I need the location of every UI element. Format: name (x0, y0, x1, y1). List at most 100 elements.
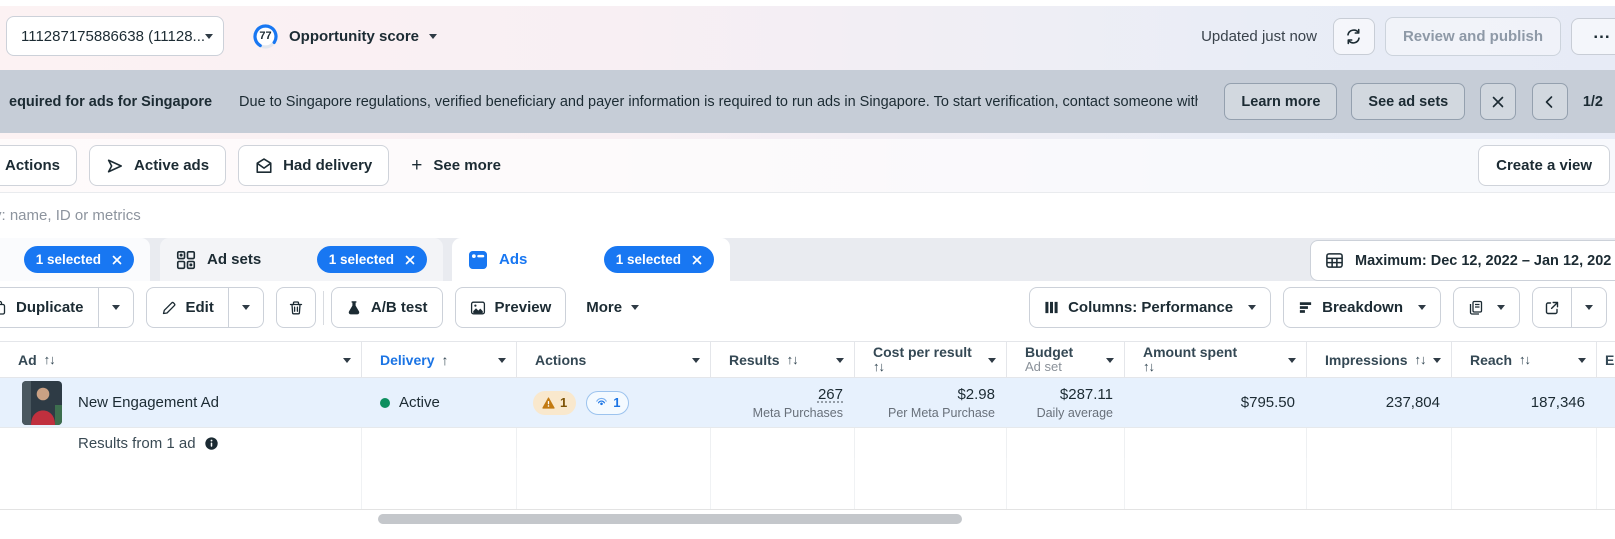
warning-triangle-icon (542, 396, 555, 409)
actions-cell: 1 1 (517, 378, 711, 427)
campaigns-selected-badge[interactable]: 1 selected (23, 246, 134, 273)
cost-per-result-cell: $2.98 Per Meta Purchase (855, 378, 1007, 427)
column-header-budget[interactable]: Budget Ad set (1007, 342, 1125, 377)
caret-down-icon[interactable] (1288, 357, 1296, 363)
sort-icon[interactable]: ↑↓ (786, 352, 799, 367)
plus-icon: + (411, 155, 423, 176)
tab-ad-sets[interactable]: Ad sets 1 selected (160, 238, 443, 281)
recommendation-badge[interactable]: 1 (586, 390, 630, 415)
signal-icon (596, 397, 608, 406)
caret-down-icon[interactable] (988, 357, 996, 363)
duplicate-button[interactable]: Duplicate (0, 287, 98, 328)
scrollbar-thumb[interactable] (378, 514, 962, 524)
cost-per-result-type: Per Meta Purchase (888, 405, 995, 420)
column-label: Actions (535, 351, 587, 368)
recommendation-count: 1 (613, 395, 621, 410)
caret-down-icon[interactable] (692, 357, 700, 363)
ad-sets-selected-badge[interactable]: 1 selected (316, 246, 427, 273)
see-more-label: See more (433, 157, 501, 174)
refresh-button[interactable] (1332, 17, 1375, 55)
tab-ads[interactable]: Ads 1 selected (452, 238, 730, 281)
column-header-actions[interactable]: Actions (517, 342, 711, 377)
caret-down-icon[interactable] (1578, 357, 1586, 363)
report-pages-icon (1469, 300, 1483, 315)
column-header-impressions[interactable]: Impressions ↑↓ (1307, 342, 1452, 377)
see-ad-sets-button[interactable]: See ad sets (1351, 83, 1466, 120)
results-summary-label: Results from 1 ad (78, 434, 196, 452)
see-more-filters-button[interactable]: + See more (411, 156, 501, 175)
duplicate-dropdown[interactable] (97, 287, 134, 328)
opportunity-score-control[interactable]: 77 Opportunity score (252, 23, 438, 50)
table-summary-row: Results from 1 ad (0, 428, 1615, 458)
impressions-cell: 237,804 (1307, 378, 1452, 427)
sort-icon[interactable]: ↑↓ (873, 359, 885, 375)
filter-chip-actions[interactable]: Actions (0, 145, 78, 186)
tab-campaigns[interactable]: 1 selected (0, 238, 150, 281)
sort-icon[interactable]: ↑↓ (1519, 352, 1531, 367)
warning-badge[interactable]: 1 (533, 390, 577, 415)
edit-dropdown[interactable] (227, 287, 264, 328)
horizontal-scrollbar[interactable] (0, 509, 1615, 539)
create-a-view-button[interactable]: Create a view (1478, 145, 1610, 186)
caret-down-icon[interactable] (498, 357, 506, 363)
delete-button[interactable] (275, 287, 316, 328)
chevron-left-icon (1546, 95, 1553, 108)
info-icon[interactable] (204, 436, 219, 451)
filter-chip-had-delivery[interactable]: Had delivery (238, 145, 390, 186)
ad-cell[interactable]: New Engagement Ad (0, 378, 362, 427)
ad-account-selector[interactable]: 111287175886638 (11128... (6, 16, 224, 56)
edit-button[interactable]: Edit (145, 287, 228, 328)
warning-count: 1 (560, 395, 568, 410)
reports-button[interactable] (1453, 287, 1520, 328)
ab-test-button[interactable]: A/B test (330, 287, 443, 328)
sort-icon[interactable]: ↑↓ (1143, 359, 1155, 375)
preview-button[interactable]: Preview (454, 287, 567, 328)
topbar-more-button[interactable]: ... (1571, 17, 1615, 55)
create-a-view-label: Create a view (1496, 157, 1592, 174)
column-header-ad[interactable]: Ad ↑↓ (0, 342, 362, 377)
column-header-engagement[interactable]: E (1597, 342, 1615, 377)
filter-chip-active-ads-label: Active ads (134, 157, 210, 174)
caret-down-icon[interactable] (343, 357, 351, 363)
sort-asc-icon[interactable]: ↑ (441, 351, 448, 368)
column-label: Cost per result (873, 343, 972, 360)
column-label: Budget (1025, 343, 1074, 360)
column-header-reach[interactable]: Reach ↑↓ (1452, 342, 1597, 377)
breakdown-button[interactable]: Breakdown (1283, 287, 1441, 328)
results-value[interactable]: 267 (817, 385, 843, 403)
caret-down-icon[interactable] (836, 357, 844, 363)
date-range-selector[interactable]: Maximum: Dec 12, 2022 – Jan 12, 202 (1310, 240, 1615, 281)
column-header-amount-spent[interactable]: Amount spent ↑↓ (1125, 342, 1307, 377)
results-summary-cell: Results from 1 ad (0, 428, 362, 458)
calendar-icon (1326, 253, 1343, 268)
export-button[interactable] (1532, 287, 1571, 328)
more-menu-button[interactable]: More (586, 299, 640, 316)
sort-icon[interactable]: ↑↓ (1414, 352, 1426, 367)
banner-pagination: 1/2 (1582, 93, 1604, 110)
filter-chip-active-ads[interactable]: Active ads (89, 145, 227, 186)
ads-selected-badge[interactable]: 1 selected (603, 246, 714, 273)
ad-name[interactable]: New Engagement Ad (78, 394, 219, 411)
banner-prev-button[interactable] (1532, 83, 1568, 120)
close-icon (1492, 96, 1504, 107)
review-and-publish-button[interactable]: Review and publish (1384, 16, 1561, 56)
column-header-results[interactable]: Results ↑↓ (711, 342, 855, 377)
learn-more-button[interactable]: Learn more (1224, 83, 1338, 120)
budget-cell: $287.11 Daily average (1007, 378, 1125, 427)
table-row[interactable]: New Engagement Ad Active 1 (0, 378, 1615, 428)
search-input[interactable] (0, 207, 514, 224)
column-header-delivery[interactable]: Delivery ↑ (362, 342, 517, 377)
column-label: Impressions (1325, 351, 1408, 368)
toolbar-divider (322, 290, 324, 325)
column-header-cost-per-result[interactable]: Cost per result ↑↓ (855, 342, 1007, 377)
caret-down-icon (241, 305, 250, 310)
caret-down-icon[interactable] (1106, 357, 1114, 363)
caret-down-icon (205, 33, 214, 39)
active-status-dot (380, 397, 390, 408)
columns-button[interactable]: Columns: Performance (1029, 287, 1272, 328)
caret-down-icon[interactable] (1433, 357, 1441, 363)
column-label: E (1605, 351, 1615, 368)
banner-close-button[interactable] (1480, 83, 1517, 120)
sort-icon[interactable]: ↑↓ (43, 352, 56, 367)
export-dropdown[interactable] (1571, 287, 1607, 328)
